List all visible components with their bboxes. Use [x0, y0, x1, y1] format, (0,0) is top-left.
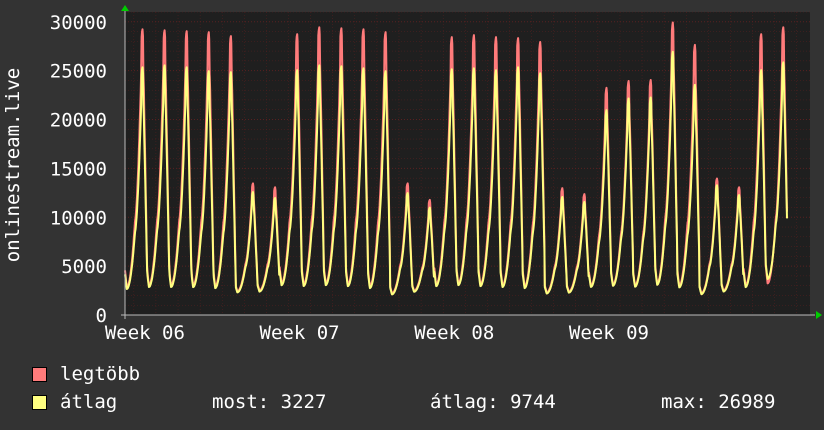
x-tick-label: Week 09: [569, 322, 649, 344]
legend-swatch-avg: [32, 394, 47, 410]
series-line-avg: [124, 50, 788, 296]
stat-max: max: 26989: [661, 391, 776, 413]
x-tick-label: Week 08: [414, 322, 494, 344]
y-tick-label: 20000: [50, 110, 107, 132]
stat-current: most: 3227: [212, 391, 327, 413]
y-tick-label: 0: [96, 305, 107, 327]
stat-average: átlag: 9744: [430, 391, 556, 413]
legend-item-max: legtöbb: [32, 363, 140, 385]
y-axis-label: onlinestream.live: [2, 68, 24, 262]
y-tick-label: 5000: [61, 256, 107, 278]
y-tick-label: 10000: [50, 207, 107, 229]
y-tick-labels: 0 5000 10000 15000 20000 25000 30000: [50, 12, 107, 327]
x-tick-label: Week 07: [260, 322, 340, 344]
legend-swatch-max: [32, 366, 47, 382]
y-axis-arrow: [121, 5, 129, 11]
y-tick-label: 30000: [50, 12, 107, 34]
x-tick-label: Week 06: [105, 322, 185, 344]
x-axis-arrow: [816, 311, 822, 319]
legend-label-max: legtöbb: [60, 363, 141, 385]
y-tick-label: 15000: [50, 158, 107, 180]
legend-label-avg: átlag: [60, 391, 118, 413]
x-tick-labels: Week 06 Week 07 Week 08 Week 09: [105, 322, 649, 344]
y-tick-label: 25000: [50, 61, 107, 83]
legend-item-avg: átlag: [32, 391, 117, 413]
